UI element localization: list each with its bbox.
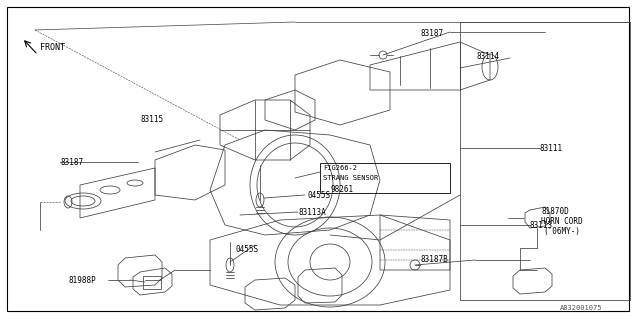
Text: 83113: 83113	[530, 221, 553, 230]
Text: 0455S: 0455S	[307, 191, 330, 200]
Text: A832001075: A832001075	[560, 305, 602, 311]
Text: 83115: 83115	[140, 115, 163, 124]
Text: FIG266-2: FIG266-2	[323, 165, 357, 171]
Text: 81870D: 81870D	[541, 207, 569, 216]
Text: FRONT: FRONT	[40, 43, 65, 52]
Text: 83187: 83187	[420, 29, 443, 38]
Bar	[320, 163, 450, 193]
Text: 83114: 83114	[476, 52, 499, 61]
Text: 83113A: 83113A	[298, 208, 326, 217]
Text: 0455S: 0455S	[235, 245, 258, 254]
Text: 83111: 83111	[540, 144, 563, 153]
Text: ('06MY-): ('06MY-)	[543, 227, 580, 236]
Text: 98261: 98261	[330, 185, 353, 194]
Text: HORN CORD: HORN CORD	[541, 217, 582, 226]
Text: 81988P: 81988P	[68, 276, 96, 285]
Text: 83187B: 83187B	[420, 255, 448, 264]
Bar	[143, 276, 161, 289]
Text: 83187: 83187	[60, 158, 83, 167]
Text: STRANG SENSOR: STRANG SENSOR	[323, 175, 378, 181]
